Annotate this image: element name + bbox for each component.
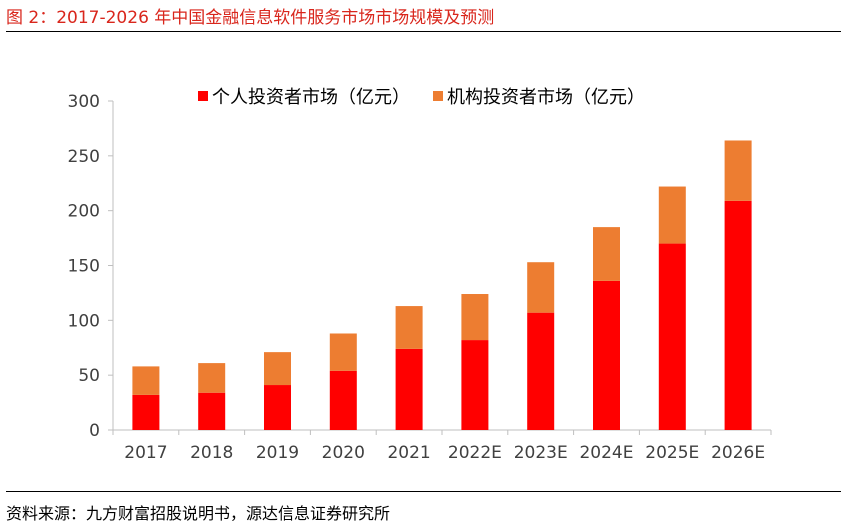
legend-label: 个人投资者市场（亿元） <box>212 87 410 108</box>
x-tick-label: 2023E <box>514 443 568 463</box>
bar-segment <box>264 352 291 386</box>
x-tick-label: 2024E <box>579 443 633 463</box>
bar-segment <box>132 366 160 395</box>
x-tick-label: 2018 <box>190 443 233 463</box>
legend-label: 机构投资者市场（亿元） <box>447 87 645 108</box>
x-tick-label: 2022E <box>448 443 502 463</box>
bar-segment <box>527 262 555 313</box>
source-note: 资料来源：九方财富招股说明书，源达信息证券研究所 <box>6 504 391 523</box>
bar-segment <box>132 394 160 430</box>
legend-swatch <box>198 91 208 101</box>
bar-segment <box>198 392 226 430</box>
y-tick-label: 200 <box>68 202 100 222</box>
bar-segment <box>461 294 489 341</box>
bar-segment <box>329 370 357 430</box>
y-tick-label: 250 <box>68 147 100 167</box>
bar-segment <box>593 280 620 430</box>
x-tick-label: 2025E <box>645 443 699 463</box>
x-tick-label: 2021 <box>387 443 430 463</box>
bar-segment <box>658 243 686 430</box>
bar-segment <box>527 312 555 430</box>
title-rule <box>6 31 841 32</box>
bar-segment <box>264 385 291 430</box>
stacked-bar-chart: 0 50 100 150 200 250 300 2017 2018 2019 2020 2021 20… <box>68 87 772 463</box>
bar-segment <box>329 333 357 371</box>
bar-segment <box>395 306 423 349</box>
bar-segment <box>593 227 620 281</box>
legend-swatch <box>433 91 443 101</box>
y-tick-label: 50 <box>78 366 100 386</box>
figure-title: 图 2：2017-2026 年中国金融信息软件服务市场市场规模及预测 <box>6 8 495 28</box>
x-tick-label: 2026E <box>711 443 765 463</box>
source-rule <box>6 491 841 492</box>
bar-segment <box>658 186 686 244</box>
bar-segment <box>395 348 423 430</box>
y-tick-label: 150 <box>68 257 100 277</box>
x-tick-label: 2019 <box>256 443 299 463</box>
bar-segment <box>724 200 752 430</box>
y-tick-label: 300 <box>68 92 100 112</box>
x-tick-label: 2017 <box>124 443 167 463</box>
bar-segment <box>461 340 489 430</box>
bar-segment <box>724 140 752 201</box>
y-tick-label: 100 <box>68 311 100 331</box>
bar-segment <box>198 363 226 393</box>
x-tick-label: 2020 <box>322 443 365 463</box>
y-tick-label: 0 <box>89 421 100 441</box>
